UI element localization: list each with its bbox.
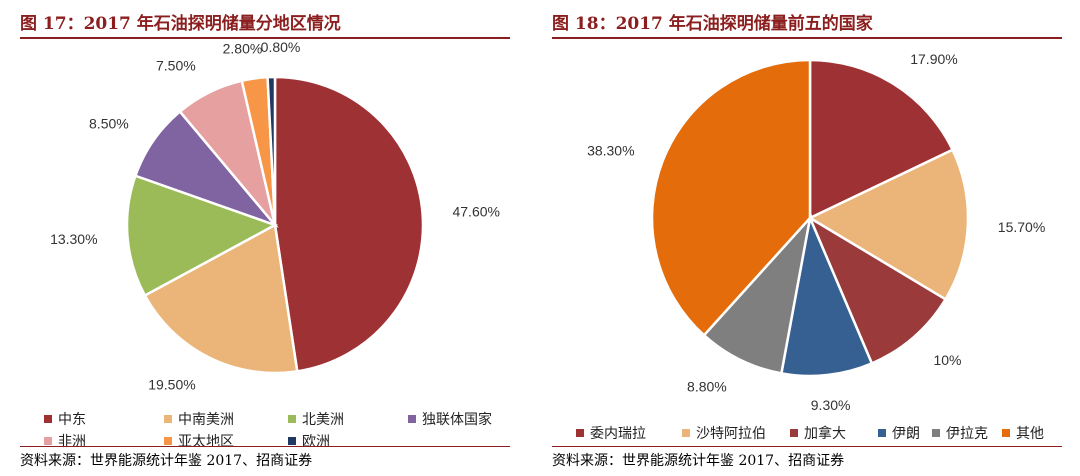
data-label: 8.50% xyxy=(89,116,129,132)
legend-swatch xyxy=(1002,429,1010,437)
chart-title-countries: 图 18：2017 年石油探明储量前五的国家 xyxy=(552,14,873,34)
data-label: 19.50% xyxy=(148,376,195,392)
pie-slice xyxy=(143,223,299,375)
legend-swatch xyxy=(288,415,296,423)
legend-label: 伊朗 xyxy=(892,426,920,442)
legend-entry: 伊拉克 xyxy=(932,423,988,443)
data-label: 13.30% xyxy=(50,231,97,247)
legend-entry: 非洲 xyxy=(44,431,86,451)
legend-label: 其他 xyxy=(1016,426,1044,442)
pie-slice xyxy=(650,58,812,337)
chart-panel-countries: 图 18：2017 年石油探明储量前五的国家 17.90% 15.70% 10% 9.… xyxy=(532,0,1080,476)
data-label: 15.70% xyxy=(998,219,1045,235)
pie-slice xyxy=(808,58,955,220)
pie-slice xyxy=(266,75,277,226)
legend-entry: 中南美洲 xyxy=(164,409,234,429)
data-label: 7.50% xyxy=(156,58,196,74)
legend-swatch xyxy=(408,415,416,423)
legend-entry: 加拿大 xyxy=(790,423,846,443)
legend-entry: 伊朗 xyxy=(878,423,920,443)
data-label: 2.80% xyxy=(223,41,263,57)
legend-label: 中东 xyxy=(58,412,86,428)
source-note-countries: 资料来源：世界能源统计年鉴 2017、招商证券 xyxy=(552,453,845,469)
legend-swatch xyxy=(878,429,886,437)
legend-entry: 北美洲 xyxy=(288,409,344,429)
pie-slice xyxy=(807,214,948,366)
data-label: 0.80% xyxy=(261,39,301,55)
legend-swatch xyxy=(44,415,52,423)
pie-slice xyxy=(702,213,813,375)
legend-entry: 委内瑞拉 xyxy=(576,423,646,443)
legend-swatch xyxy=(288,437,296,445)
pie-slice xyxy=(273,75,425,373)
data-label: 47.60% xyxy=(452,204,499,220)
legend-label: 伊拉克 xyxy=(946,426,988,442)
legend-entry: 独联体国家 xyxy=(408,409,492,429)
source-divider xyxy=(552,446,1062,447)
data-label: 38.30% xyxy=(587,142,634,158)
legend-swatch xyxy=(164,415,172,423)
legend-label: 委内瑞拉 xyxy=(590,426,646,442)
legend-label: 中南美洲 xyxy=(178,412,234,428)
title-divider xyxy=(20,37,510,39)
legend-label: 加拿大 xyxy=(804,426,846,442)
legend-swatch xyxy=(576,429,584,437)
legend-entry: 沙特阿拉伯 xyxy=(682,423,766,443)
legend-swatch xyxy=(790,429,798,437)
legend-label: 独联体国家 xyxy=(422,412,492,428)
legend-swatch xyxy=(932,429,940,437)
data-label: 9.30% xyxy=(811,397,851,413)
legend-entry: 其他 xyxy=(1002,423,1044,443)
title-divider xyxy=(552,37,1062,39)
legend-entry: 中东 xyxy=(44,409,86,429)
legend-label: 沙特阿拉伯 xyxy=(696,426,766,442)
data-label: 8.80% xyxy=(687,379,727,395)
legend-swatch xyxy=(164,437,172,445)
pie-chart-regions: 47.60% 19.50% 13.30% 8.50% 7.50% 2.80%0.80% xyxy=(50,39,500,392)
chart-title-regions: 图 17：2017 年石油探明储量分地区情况 xyxy=(20,14,341,34)
legend-swatch xyxy=(44,437,52,445)
pie-chart-countries: 17.90% 15.70% 10% 9.30% 8.80% 38.30% xyxy=(587,51,1045,413)
legend-label: 北美洲 xyxy=(302,412,344,428)
legend-swatch xyxy=(682,429,690,437)
data-label: 17.90% xyxy=(910,51,957,67)
pie-slice xyxy=(125,174,279,298)
legend-label: 非洲 xyxy=(58,434,86,450)
data-label: 10% xyxy=(933,352,961,368)
legend-entry: 亚太地区 xyxy=(164,431,234,451)
legend-label: 亚太地区 xyxy=(178,434,234,450)
legend-label: 欧洲 xyxy=(302,434,330,450)
pie-slice xyxy=(807,148,970,301)
source-note-regions: 资料来源：世界能源统计年鉴 2017、招商证券 xyxy=(20,453,313,469)
chart-panel-regions: 图 17：2017 年石油探明储量分地区情况 47.60% 19.50% 13.30… xyxy=(0,0,520,476)
legend-entry: 欧洲 xyxy=(288,431,330,451)
source-divider xyxy=(20,446,510,447)
